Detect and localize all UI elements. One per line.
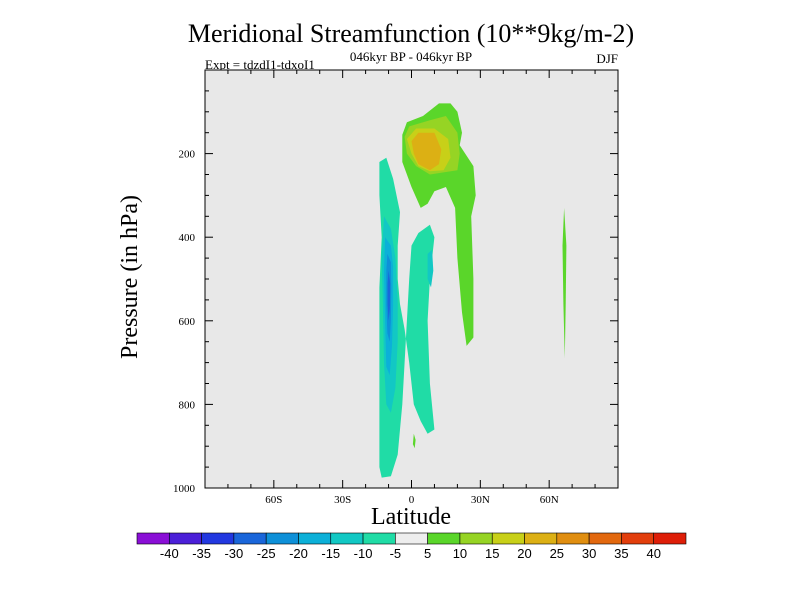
contour-negative-side-lobe xyxy=(427,249,434,288)
colorbar-label: 5 xyxy=(424,546,431,561)
colorbar-swatch xyxy=(427,532,461,545)
season-label: DJF xyxy=(596,51,618,66)
y-tick-label: 600 xyxy=(179,316,196,328)
colorbar-swatch xyxy=(330,532,364,545)
experiment-label: Expt = tdzdI1-tdxoI1 xyxy=(205,57,315,72)
axis-ticks: 60S 30S 0 30N 60N 200 400 600 800 1000 xyxy=(173,70,618,506)
colorbar-label: -25 xyxy=(257,546,276,561)
chart-title: Meridional Streamfunction (10**9kg/m-2) xyxy=(188,19,634,48)
x-tick-label: 60S xyxy=(265,494,282,506)
contour-positive-cell-core xyxy=(411,132,442,171)
colorbar-swatch xyxy=(168,532,202,545)
colorbar-swatch xyxy=(265,532,299,545)
contour-positive-surface-speck xyxy=(412,433,416,449)
colorbar-label: 25 xyxy=(550,546,564,561)
colorbar-swatch xyxy=(524,532,558,545)
colorbar-label: 40 xyxy=(646,546,660,561)
colorbar-label: -30 xyxy=(224,546,243,561)
colorbar-label: -5 xyxy=(390,546,402,561)
x-tick-label: 60N xyxy=(540,494,559,506)
colorbar-swatch xyxy=(298,532,332,545)
colorbar: -40 -35 -30 -25 -20 -15 -10 -5 5 10 15 20 25 30 35 40 xyxy=(136,532,687,561)
colorbar-swatch xyxy=(459,532,493,545)
x-tick-label: 30N xyxy=(471,494,490,506)
colorbar-label: -10 xyxy=(354,546,373,561)
colorbar-label: -40 xyxy=(160,546,179,561)
colorbar-swatch xyxy=(136,532,170,545)
colorbar-swatch xyxy=(201,532,235,545)
y-tick-label: 800 xyxy=(179,399,196,411)
y-tick-label: 200 xyxy=(179,149,196,161)
y-axis-label: Pressure (in hPa) xyxy=(117,195,143,359)
colorbar-swatch xyxy=(395,532,428,545)
colorbar-label: 10 xyxy=(453,546,467,561)
colorbar-label: 15 xyxy=(485,546,499,561)
contour-regions xyxy=(379,103,567,478)
colorbar-label: -15 xyxy=(321,546,340,561)
chart-subtitle: 046kyr BP - 046kyr BP xyxy=(350,49,472,64)
colorbar-swatch xyxy=(362,532,396,545)
colorbar-label: 35 xyxy=(614,546,628,561)
colorbar-swatch xyxy=(588,532,622,545)
colorbar-swatch xyxy=(556,532,590,545)
colorbar-label: 30 xyxy=(582,546,596,561)
contour-positive-high-lat-sliver xyxy=(562,207,567,359)
x-tick-label: 30S xyxy=(334,494,351,506)
y-tick-label: 400 xyxy=(179,232,196,244)
x-tick-label: 0 xyxy=(409,494,415,506)
colorbar-swatch xyxy=(491,532,525,545)
contour-negative-cell-peak xyxy=(387,270,391,321)
colorbar-swatch xyxy=(653,532,687,545)
colorbar-label: 20 xyxy=(517,546,531,561)
y-tick-label: 1000 xyxy=(173,483,196,495)
x-axis-label: Latitude xyxy=(371,504,451,530)
colorbar-label: -35 xyxy=(192,546,211,561)
colorbar-swatch xyxy=(233,532,267,545)
colorbar-swatch xyxy=(621,532,654,545)
colorbar-label: -20 xyxy=(289,546,308,561)
